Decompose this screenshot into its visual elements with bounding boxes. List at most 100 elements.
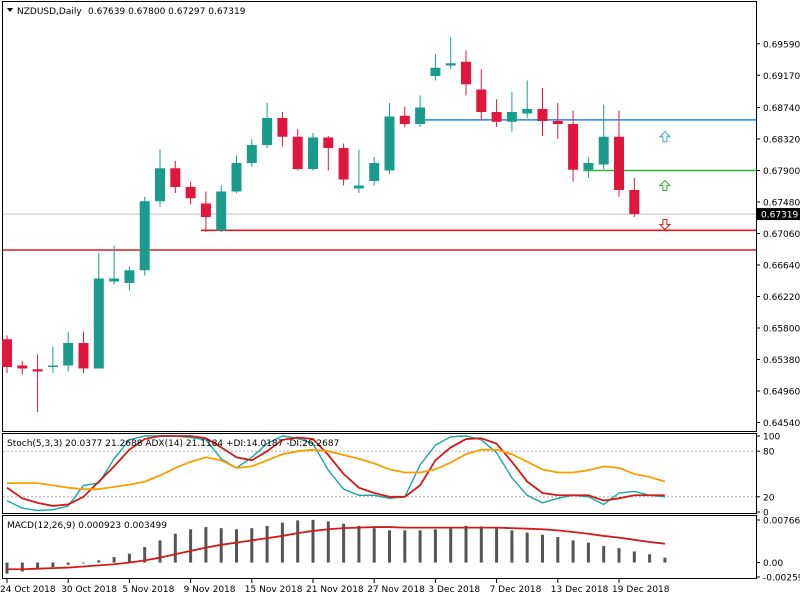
candle — [369, 157, 379, 186]
candle-body — [430, 68, 440, 76]
macd-histogram-bar — [403, 530, 406, 562]
candle-body — [446, 63, 456, 65]
last-price-tag: 0.67319 — [757, 208, 800, 221]
macd-histogram-bar — [51, 563, 54, 567]
x-tick-label: 24 Oct 2018 — [0, 585, 56, 595]
macd-histogram-bar — [663, 558, 666, 563]
collapse-triangle-icon[interactable] — [7, 8, 13, 12]
x-tick-label: 13 Dec 2018 — [551, 585, 609, 595]
y-tick-label: 0.69590 — [763, 40, 800, 50]
stoch-series-line — [7, 450, 665, 490]
y-tick-label: 0.67480 — [763, 199, 800, 209]
candle — [400, 107, 410, 127]
candle — [354, 150, 364, 194]
stoch-y-tick-label: 100 — [763, 433, 780, 443]
candle — [583, 157, 593, 178]
candle — [339, 144, 349, 186]
macd-histogram-bar — [189, 529, 192, 562]
candle-body — [614, 137, 624, 190]
candle-body — [155, 168, 165, 201]
macd-histogram-bar — [159, 540, 162, 562]
x-tick-label: 3 Dec 2018 — [428, 585, 480, 595]
candle-body — [2, 339, 12, 367]
x-tick-label: 15 Nov 2018 — [245, 585, 303, 595]
macd-histogram-bar — [373, 528, 376, 562]
candle-body — [568, 124, 578, 170]
macd-histogram-bar — [128, 554, 131, 563]
macd-histogram-bar — [526, 533, 529, 563]
main-panel-frame — [3, 2, 757, 432]
x-tick-label: 27 Nov 2018 — [367, 585, 425, 595]
candle-body — [583, 163, 593, 170]
candle — [538, 88, 548, 136]
macd-signal-line — [7, 527, 665, 569]
candle — [385, 103, 395, 174]
candle — [629, 178, 639, 217]
candle-body — [354, 186, 364, 189]
candle-body — [385, 117, 395, 171]
candle-body — [201, 204, 211, 218]
symbol-title: NZDUSD,Daily — [17, 7, 82, 17]
candle — [553, 103, 563, 139]
candle-body — [124, 270, 134, 283]
macd-histogram-bar — [281, 523, 284, 563]
candle-body — [323, 138, 333, 149]
candle-body — [186, 187, 196, 198]
candle — [262, 103, 272, 148]
macd-histogram-bar — [67, 563, 70, 565]
x-tick-label: 19 Dec 2018 — [612, 585, 670, 595]
y-tick-label: 0.64960 — [763, 388, 800, 398]
candle-body — [369, 163, 379, 181]
macd-histogram-bar — [250, 528, 253, 562]
macd-histogram-bar — [82, 563, 85, 564]
candle-body — [553, 121, 563, 124]
macd-histogram-bar — [449, 527, 452, 563]
candle-body — [170, 168, 180, 187]
candle-body — [109, 279, 119, 282]
candle-body — [232, 163, 242, 192]
panel-frames — [3, 2, 757, 579]
macd-histogram-bar — [357, 526, 360, 563]
price-tag-value: 0.67319 — [761, 211, 798, 221]
y-tick-label: 0.65800 — [763, 325, 800, 335]
candle — [2, 336, 12, 374]
candle — [277, 112, 287, 147]
candle — [323, 136, 333, 171]
candle — [415, 96, 425, 128]
candle — [476, 69, 486, 119]
y-tick-label: 0.67900 — [763, 167, 800, 177]
candle — [48, 347, 58, 373]
up-arrow-icon — [660, 181, 670, 191]
macd-histogram-bar — [572, 540, 575, 562]
macd-histogram-bar — [235, 529, 238, 562]
candle-body — [216, 192, 226, 231]
macd-histogram-bar — [204, 527, 207, 563]
candle — [33, 354, 43, 412]
macd-histogram-bar — [113, 557, 116, 563]
candle — [94, 253, 104, 369]
stoch-y-tick-label: 80 — [763, 448, 775, 458]
candle — [140, 197, 150, 276]
chart-header: NZDUSD,Daily 0.67639 0.67800 0.67297 0.6… — [7, 7, 246, 17]
macd-histogram-bar — [648, 554, 651, 562]
macd-histogram-bar — [296, 520, 299, 562]
y-tick-label: 0.68320 — [763, 136, 800, 146]
candle — [63, 332, 73, 372]
candle-body — [339, 148, 349, 180]
y-tick-label: 0.66220 — [763, 293, 800, 303]
macd-histogram-bar — [434, 529, 437, 562]
candle — [446, 37, 456, 69]
macd-histogram-bar — [419, 530, 422, 562]
candle-body — [461, 62, 471, 85]
candle-body — [538, 109, 548, 121]
candle — [492, 99, 502, 127]
candle-body — [400, 116, 410, 124]
candle — [599, 105, 609, 170]
candle-body — [507, 112, 517, 122]
macd-histogram-bar — [266, 526, 269, 563]
candle-body — [48, 366, 58, 368]
candle-body — [94, 279, 104, 369]
macd-histogram-bar — [602, 546, 605, 563]
